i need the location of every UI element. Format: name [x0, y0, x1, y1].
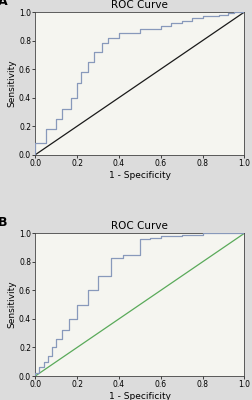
- Title: ROC Curve: ROC Curve: [111, 221, 168, 231]
- Y-axis label: Sensitivity: Sensitivity: [7, 281, 16, 328]
- Title: ROC Curve: ROC Curve: [111, 0, 168, 10]
- X-axis label: 1 - Specificity: 1 - Specificity: [109, 171, 171, 180]
- Text: B: B: [0, 216, 7, 229]
- X-axis label: 1 - Specificity: 1 - Specificity: [109, 392, 171, 400]
- Y-axis label: Sensitivity: Sensitivity: [7, 60, 16, 107]
- Text: A: A: [0, 0, 7, 8]
